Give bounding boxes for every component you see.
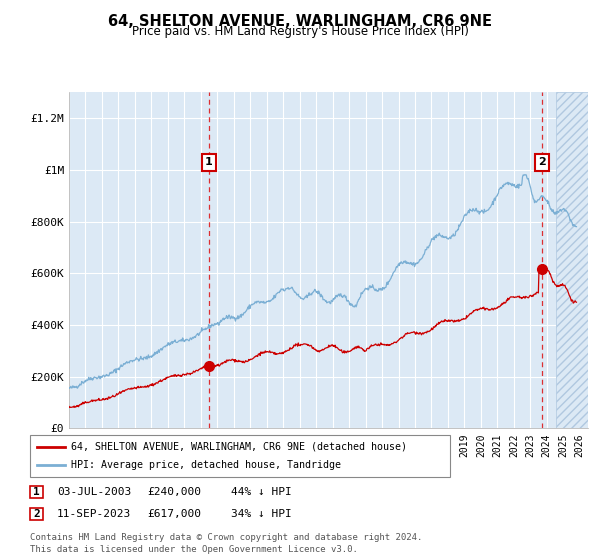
Text: 64, SHELTON AVENUE, WARLINGHAM, CR6 9NE: 64, SHELTON AVENUE, WARLINGHAM, CR6 9NE xyxy=(108,14,492,29)
Text: 34% ↓ HPI: 34% ↓ HPI xyxy=(231,509,292,519)
Text: 11-SEP-2023: 11-SEP-2023 xyxy=(57,509,131,519)
Bar xyxy=(556,92,600,428)
Text: 2: 2 xyxy=(33,509,40,519)
Bar xyxy=(556,92,600,428)
Text: £617,000: £617,000 xyxy=(147,509,201,519)
Text: HPI: Average price, detached house, Tandridge: HPI: Average price, detached house, Tand… xyxy=(71,460,341,470)
Text: 2: 2 xyxy=(538,157,546,167)
Text: 03-JUL-2003: 03-JUL-2003 xyxy=(57,487,131,497)
Text: 44% ↓ HPI: 44% ↓ HPI xyxy=(231,487,292,497)
Text: 64, SHELTON AVENUE, WARLINGHAM, CR6 9NE (detached house): 64, SHELTON AVENUE, WARLINGHAM, CR6 9NE … xyxy=(71,442,407,452)
Text: 1: 1 xyxy=(33,487,40,497)
Text: Price paid vs. HM Land Registry's House Price Index (HPI): Price paid vs. HM Land Registry's House … xyxy=(131,25,469,38)
Text: Contains HM Land Registry data © Crown copyright and database right 2024.
This d: Contains HM Land Registry data © Crown c… xyxy=(30,533,422,554)
Text: 1: 1 xyxy=(205,157,213,167)
Text: £240,000: £240,000 xyxy=(147,487,201,497)
